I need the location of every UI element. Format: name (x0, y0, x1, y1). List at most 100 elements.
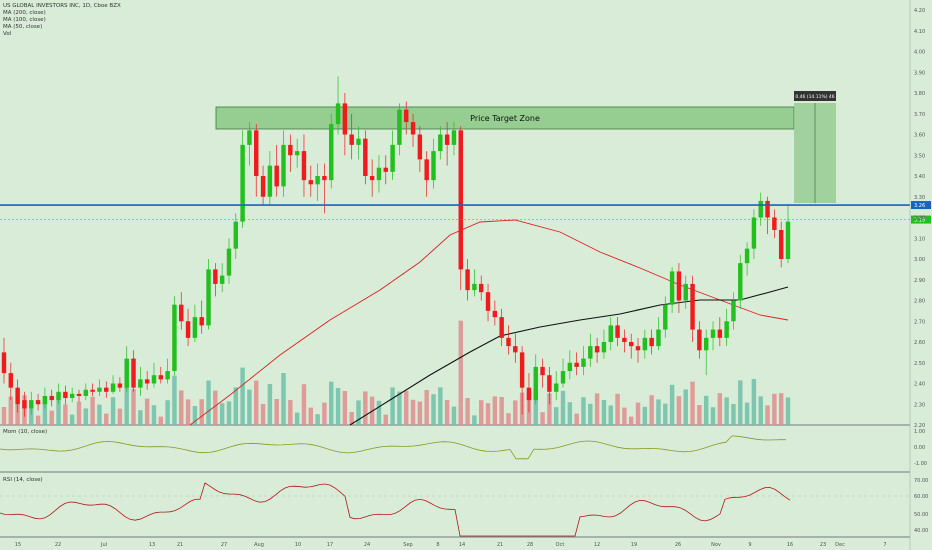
price-target-zone: Price Target Zone 0.46 (14.11%) 46 (215, 91, 836, 203)
candle (356, 138, 361, 145)
time-tick: 19 (631, 542, 637, 548)
volume-bar (199, 399, 204, 425)
candle (778, 229, 784, 259)
volume-bar (479, 400, 484, 425)
indicator-ma200[interactable]: MA (200, close) (3, 10, 46, 16)
volume-bar (731, 404, 736, 425)
chart-title: US GLOBAL INVESTORS INC, 1D, Cboe BZX (3, 3, 121, 9)
volume-bar (513, 400, 518, 425)
volume-bar (404, 390, 409, 425)
candle (49, 395, 54, 401)
volume-bar (472, 415, 477, 425)
time-tick: 26 (675, 542, 681, 548)
volume-bar (56, 394, 61, 425)
candles (1, 76, 791, 417)
rsi-tick: 60.00 (914, 494, 928, 500)
candle (342, 103, 348, 135)
volume-bar (69, 414, 75, 425)
price-tick: 4.00 (914, 50, 925, 56)
volume-bar (35, 415, 41, 425)
candle (567, 362, 573, 372)
volume-bar (281, 373, 286, 425)
volume-bar (49, 410, 54, 425)
momentum-panel: 1.00 0.00 -1.00 (0, 429, 927, 467)
time-tick: 23 (820, 542, 826, 548)
candle (465, 269, 470, 291)
candle (294, 151, 300, 156)
candle (703, 337, 709, 351)
price-badge-text: 3.26 (914, 203, 925, 209)
volume-bar (315, 414, 320, 425)
volume-bar (690, 381, 695, 425)
volume-bar (410, 399, 416, 425)
candle (581, 358, 586, 367)
mom-tick: -1.00 (914, 461, 927, 467)
candle (526, 387, 532, 401)
price-tick: 2.40 (914, 382, 925, 388)
measure-label-bg (794, 91, 836, 101)
volume-bar (560, 390, 566, 425)
volume-bar (179, 390, 184, 425)
candle (656, 329, 661, 347)
volume-bar (676, 396, 682, 425)
candle (574, 362, 579, 367)
candle (322, 176, 327, 181)
volume-bar (15, 404, 20, 425)
volume-bar (778, 393, 784, 425)
candle (751, 217, 757, 249)
candle (519, 352, 525, 388)
candle (267, 165, 273, 197)
time-tick: 7 (883, 542, 886, 548)
time-tick: 24 (364, 542, 370, 548)
volume-bar (267, 384, 273, 425)
indicator-ma50[interactable]: MA (50, close) (3, 24, 43, 30)
volume-bar (63, 404, 68, 425)
price-tick: 3.20 (914, 216, 925, 222)
candle (628, 342, 634, 347)
price-tick: 3.30 (914, 195, 925, 201)
volume-bar (97, 404, 102, 425)
price-tick: 3.10 (914, 236, 925, 242)
time-tick: Sep (403, 542, 412, 548)
candle (172, 304, 177, 372)
candle (485, 292, 491, 311)
volume-bar (8, 396, 14, 425)
candle (404, 109, 409, 123)
candle (288, 144, 293, 156)
volume-bar (213, 390, 218, 425)
volume-bar (417, 401, 423, 425)
candle (731, 300, 736, 322)
time-tick: 28 (527, 542, 533, 548)
candle (479, 283, 484, 293)
volume-bar (506, 413, 511, 425)
price-tick: 3.70 (914, 112, 925, 118)
indicator-vol[interactable]: Vol (3, 31, 12, 37)
time-tick: Nov (711, 542, 721, 548)
volume-bar (124, 380, 129, 425)
time-tick: 21 (177, 542, 183, 548)
time-tick: 27 (221, 542, 227, 548)
candle (219, 275, 225, 284)
price-tick: 2.20 (914, 423, 925, 429)
volume-bar (185, 399, 191, 425)
volume-bar (772, 393, 777, 425)
time-tick: 16 (787, 542, 793, 548)
candle (179, 304, 184, 322)
price-badge-text-2: 3.19 (914, 218, 925, 224)
indicator-ma100[interactable]: MA (100, close) (3, 17, 46, 23)
rsi-label: RSI (14, close) (3, 477, 43, 483)
price-tick: 3.00 (914, 257, 925, 263)
mom-tick: 0.00 (914, 445, 925, 451)
time-tick: 10 (295, 542, 301, 548)
volume-bars (1, 320, 791, 425)
volume-bar (1, 407, 7, 425)
candle (349, 134, 354, 145)
price-tick: 3.50 (914, 153, 925, 159)
candle (601, 342, 607, 353)
price-tick: 2.90 (914, 278, 925, 284)
volume-bar (485, 403, 491, 425)
volume-bar (669, 384, 675, 425)
time-tick: 13 (149, 542, 155, 548)
volume-bar (165, 400, 170, 425)
